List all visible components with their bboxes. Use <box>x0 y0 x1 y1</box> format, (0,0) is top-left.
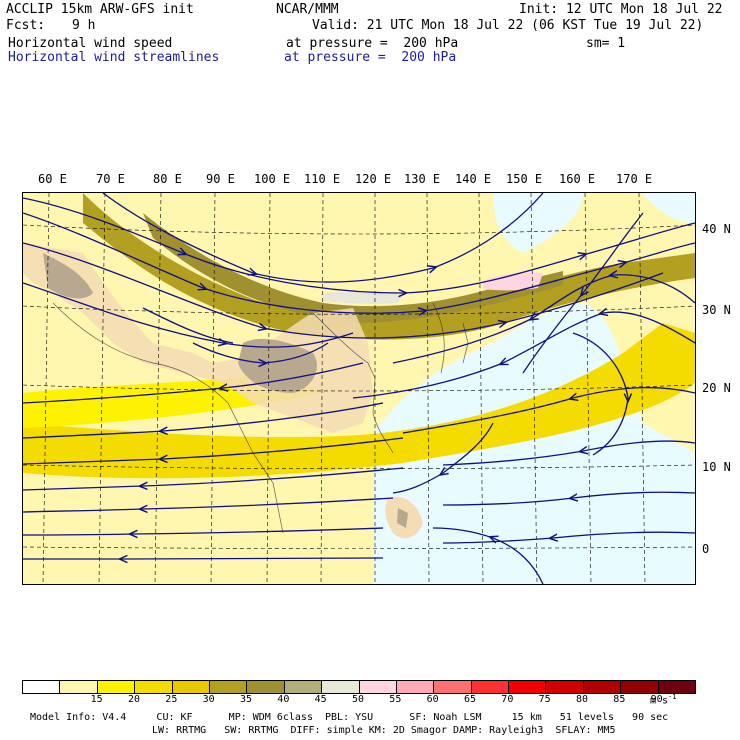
lon-label: 130 E <box>404 172 441 186</box>
terrain-west <box>43 253 93 299</box>
colorbar-cell <box>583 681 622 693</box>
lon-label: 120 E <box>355 172 392 186</box>
terrain-philippines <box>397 508 408 528</box>
lat-label: 30 N <box>702 303 731 317</box>
model-title: ACCLIP 15km ARW-GFS init <box>6 2 194 17</box>
colorbar-tick-label: 50 <box>351 694 365 705</box>
colorbar-tick-label: 35 <box>239 694 253 705</box>
colorbar-tick-label: 15 <box>90 694 103 705</box>
terrain-tibet <box>238 338 317 393</box>
colorbar-tick-label: 65 <box>463 694 477 705</box>
colorbar-cell <box>284 681 323 693</box>
colorbar-cell <box>658 681 696 693</box>
colorbar-tick-label: 85 <box>613 694 626 705</box>
colorbar-tick-label: 80 <box>575 694 589 705</box>
wind-map <box>22 192 696 585</box>
wind-map-canvas <box>23 193 695 584</box>
colorbar-tick-label: 45 <box>314 694 327 705</box>
field1-smoothing: sm= 1 <box>586 36 626 51</box>
field2-level: at pressure = 200 hPa <box>284 50 457 65</box>
colorbar-cell <box>434 681 472 693</box>
center-label: NCAR/MMM <box>276 2 339 17</box>
colorbar-tick-label: 70 <box>501 694 514 705</box>
colorbar-unit-exponent: -1 <box>668 693 677 701</box>
colorbar-cell <box>23 681 61 693</box>
lat-label: 40 N <box>702 222 731 236</box>
lon-label: 150 E <box>506 172 543 186</box>
speed-colorbar <box>22 680 696 694</box>
init-time: Init: 12 UTC Mon 18 Jul 22 <box>519 2 723 17</box>
colorbar-cell <box>359 681 397 693</box>
colorbar-unit-text: m s <box>650 695 669 707</box>
calm-ocean-northeast <box>493 193 583 253</box>
colorbar-tick-label: 40 <box>277 694 290 705</box>
lon-label: 100 E <box>254 172 291 186</box>
lon-label: 60 E <box>38 172 67 186</box>
field1-name: Horizontal wind speed <box>8 36 173 51</box>
colorbar-tick-label: 20 <box>127 694 141 705</box>
model-info-line1: Model Info: V4.4 CU: KF MP: WDM 6class P… <box>30 712 669 723</box>
lon-label: 70 E <box>96 172 125 186</box>
model-info-line2: LW: RRTMG SW: RRTMG DIFF: simple KM: 2D … <box>152 725 616 736</box>
colorbar-unit: m s-1 <box>650 693 677 706</box>
calm-ocean-far-northeast <box>643 193 695 223</box>
speed-band-30 <box>23 323 695 479</box>
colorbar-cell <box>172 681 210 693</box>
streamlines <box>23 193 695 584</box>
colorbar-cell <box>471 681 510 693</box>
lat-label: 0 <box>702 542 710 556</box>
colorbar-tick-label: 55 <box>389 694 402 705</box>
colorbar-cell <box>621 681 659 693</box>
colorbar-cell <box>396 681 435 693</box>
lon-label: 90 E <box>206 172 235 186</box>
forecast-hour: 9 h <box>72 18 96 33</box>
colorbar-cell <box>209 681 248 693</box>
colorbar-cell <box>509 681 547 693</box>
valid-time: Valid: 21 UTC Mon 18 Jul 22 (06 KST Tue … <box>312 18 704 33</box>
colorbar-tick-label: 25 <box>165 694 178 705</box>
lon-label: 160 E <box>559 172 596 186</box>
colorbar-cell <box>135 681 173 693</box>
colorbar-tick-label: 60 <box>426 694 439 705</box>
lat-label: 10 N <box>702 460 731 474</box>
colorbar-tick-label: 30 <box>202 694 215 705</box>
lon-label: 110 E <box>304 172 341 186</box>
lon-label: 140 E <box>455 172 492 186</box>
field1-level: at pressure = 200 hPa <box>286 36 459 51</box>
colorbar-cell <box>60 681 98 693</box>
colorbar-cell <box>322 681 360 693</box>
colorbar-tick-label: 90 <box>650 694 663 705</box>
lat-label: 20 N <box>702 381 731 395</box>
lon-label: 80 E <box>153 172 182 186</box>
colorbar-cell <box>247 681 285 693</box>
field2-name: Horizontal wind streamlines <box>8 50 220 65</box>
colorbar-cell <box>546 681 584 693</box>
colorbar-cell <box>97 681 136 693</box>
lon-label: 170 E <box>616 172 653 186</box>
forecast-label: Fcst: <box>6 18 46 33</box>
colorbar-tick-label: 75 <box>538 694 551 705</box>
